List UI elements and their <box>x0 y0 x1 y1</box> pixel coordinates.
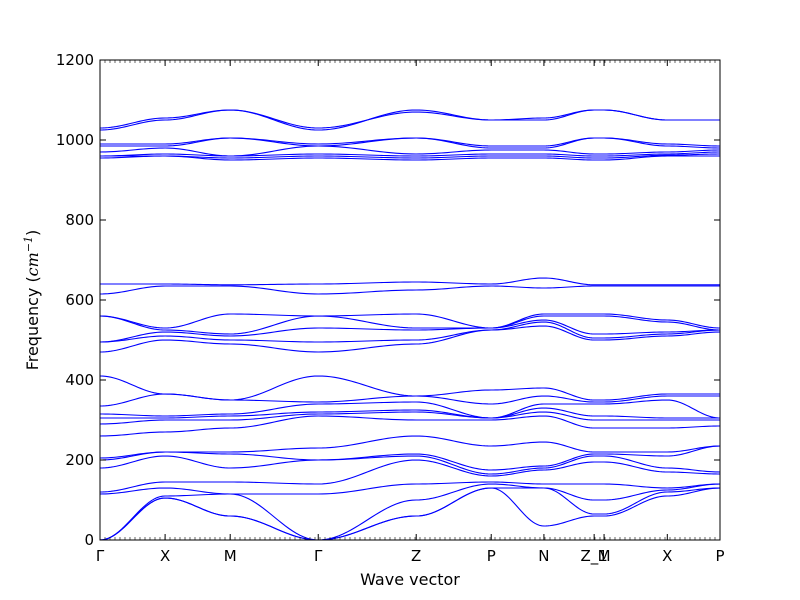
band-line <box>99 487 721 541</box>
band-line <box>99 481 721 495</box>
band-line <box>99 483 721 541</box>
y-axis-label-suffix: ) <box>23 230 42 236</box>
x-axis-ticks: Γ X M Γ Z P N Z_1M X P <box>96 60 725 566</box>
band-line <box>99 109 720 129</box>
band-line <box>99 321 721 343</box>
y-axis-label-exponent: −1 <box>22 236 35 252</box>
x-tick-label: Z_1 <box>580 547 607 566</box>
band-line <box>99 445 721 471</box>
x-tick-label: M <box>598 547 611 565</box>
y-axis-label-prefix: Frequency ( <box>23 276 42 370</box>
band-line <box>100 277 720 286</box>
band-line <box>99 435 721 459</box>
y-tick-label: 800 <box>65 211 94 229</box>
band-line <box>100 153 721 159</box>
x-tick-label: X <box>662 547 672 565</box>
band-line <box>99 459 721 493</box>
band-line <box>99 151 721 157</box>
band-line <box>99 145 721 157</box>
x-tick-label: Γ <box>96 547 105 565</box>
band-line <box>99 399 721 419</box>
band-line <box>99 415 721 437</box>
y-tick-label: 400 <box>65 371 94 389</box>
x-tick-label: Γ <box>314 547 323 565</box>
x-tick-label: Z <box>411 547 421 565</box>
y-axis-label: Frequency (cm−1) <box>22 230 42 371</box>
x-axis-label: Wave vector <box>360 570 460 589</box>
x-tick-label: N <box>538 547 549 565</box>
x-tick-label: P <box>715 547 724 565</box>
y-tick-label: 1200 <box>56 51 94 69</box>
x-tick-label: X <box>160 547 170 565</box>
y-tick-label: 600 <box>65 291 94 309</box>
plot-frame <box>99 59 721 541</box>
y-tick-label: 200 <box>65 451 94 469</box>
y-tick-label: 0 <box>84 531 94 549</box>
band-line <box>99 455 721 475</box>
band-line <box>99 285 720 295</box>
x-tick-label: M <box>224 547 237 565</box>
x-tick-label: P <box>487 547 496 565</box>
y-tick-label: 1000 <box>56 131 94 149</box>
y-axis-label-unit: cm <box>23 252 42 276</box>
y-axis-ticks: 0 200 400 600 800 1000 1200 <box>56 51 720 549</box>
band-line <box>100 137 721 147</box>
band-line <box>99 375 720 401</box>
band-line <box>99 155 720 161</box>
plot-area <box>100 60 720 540</box>
band-lines <box>99 109 721 541</box>
band-line <box>99 313 721 329</box>
